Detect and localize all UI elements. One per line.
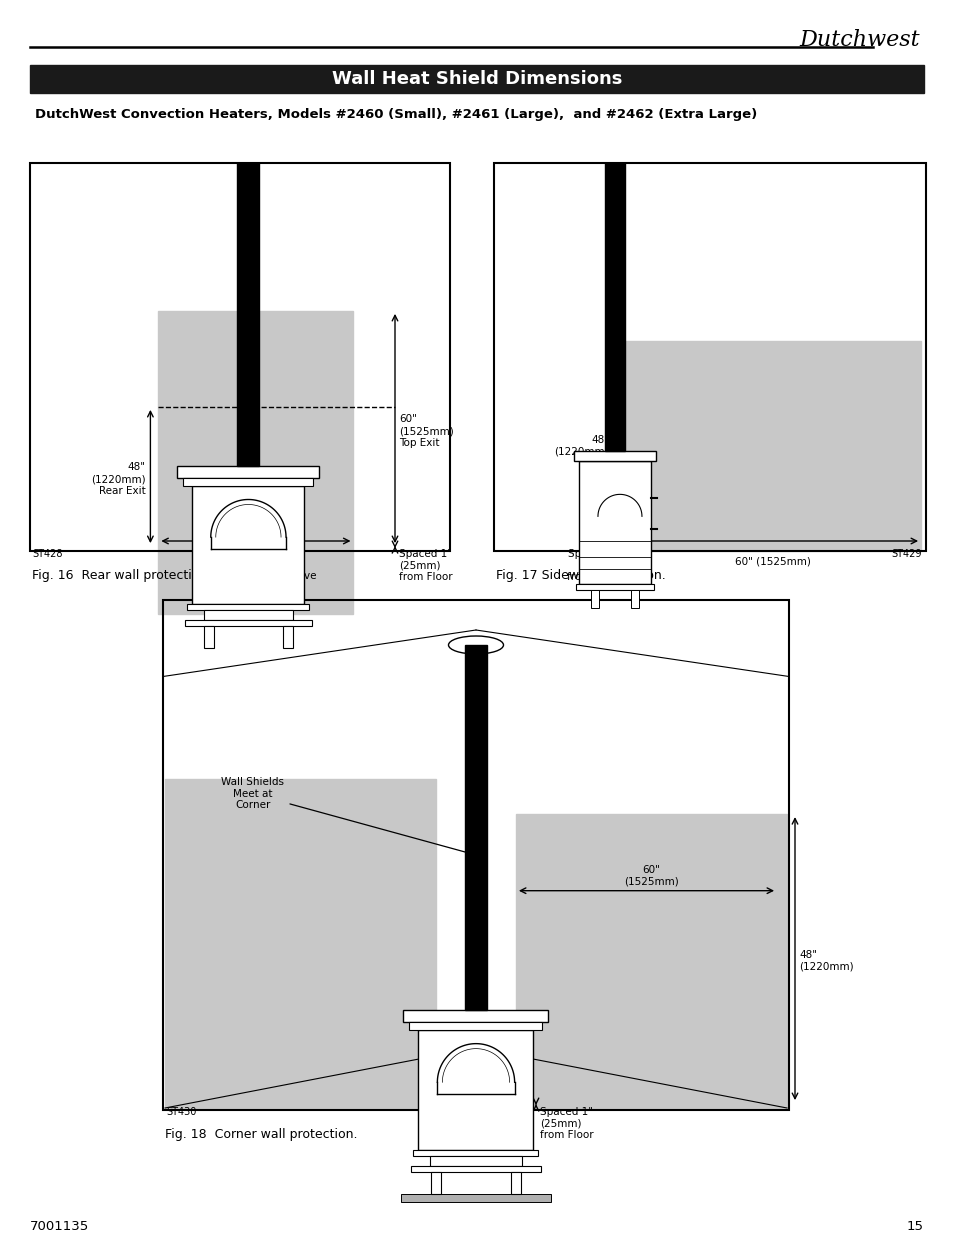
Text: Fig. 18  Corner wall protection.: Fig. 18 Corner wall protection. (165, 1128, 357, 1141)
Text: 48"
(1220mm): 48" (1220mm) (554, 435, 608, 457)
Bar (494, 163, 925, 551)
Bar (624, 341, 920, 551)
Bar (400, 1194, 551, 1202)
Bar (403, 1010, 548, 1023)
Text: 48"
(1220mm)
Rear Exit: 48" (1220mm) Rear Exit (91, 462, 145, 495)
Bar (578, 461, 650, 584)
Text: Wall Shields
Meet at
Corner: Wall Shields Meet at Corner (221, 777, 472, 855)
Bar (165, 778, 436, 1108)
Text: Fig. 17 Sidewall protection.: Fig. 17 Sidewall protection. (496, 569, 665, 582)
Bar (185, 620, 312, 626)
Text: Wall Heat Shield Dimensions: Wall Heat Shield Dimensions (332, 70, 621, 88)
Bar (576, 584, 653, 590)
Bar (204, 626, 214, 648)
Bar (193, 487, 304, 604)
Bar (511, 1172, 520, 1194)
Text: Spaced 1"
(25mm)
from Floor: Spaced 1" (25mm) from Floor (398, 550, 452, 582)
Bar (158, 311, 353, 614)
Bar (574, 451, 656, 461)
Text: ST429: ST429 (890, 550, 921, 559)
Bar (604, 163, 624, 451)
Bar (30, 65, 923, 93)
Bar (237, 163, 259, 466)
Text: 36" (910mm)
Centered Behind Stove: 36" (910mm) Centered Behind Stove (195, 559, 315, 580)
Bar (282, 626, 293, 648)
Text: 15: 15 (906, 1220, 923, 1233)
Bar (516, 814, 786, 1108)
Bar (409, 1023, 542, 1030)
Bar (431, 1172, 440, 1194)
Text: 60"
(1525mm): 60" (1525mm) (623, 864, 679, 887)
Text: Spaced 1"
(25mm)
from Floor: Spaced 1" (25mm) from Floor (539, 1107, 593, 1140)
Bar (631, 590, 639, 608)
Bar (163, 600, 788, 1110)
Text: DutchWest Convection Heaters, Models #2460 (Small), #2461 (Large),  and #2462 (E: DutchWest Convection Heaters, Models #24… (35, 107, 757, 121)
Bar (590, 590, 598, 608)
Bar (411, 1166, 540, 1172)
Text: Fig. 16  Rear wall protection.: Fig. 16 Rear wall protection. (32, 569, 211, 582)
Text: 7001135: 7001135 (30, 1220, 90, 1233)
Text: 60"
(1525mm)
Top Exit: 60" (1525mm) Top Exit (398, 415, 454, 447)
Bar (418, 1030, 533, 1150)
Text: Dutchwest: Dutchwest (799, 28, 919, 51)
Bar (430, 1156, 521, 1166)
Bar (183, 478, 314, 487)
Text: 60" (1525mm): 60" (1525mm) (734, 557, 810, 567)
Bar (187, 604, 309, 610)
Text: Spaced 1"
(25mm)
from Floor: Spaced 1" (25mm) from Floor (567, 550, 620, 582)
Text: ST428: ST428 (32, 550, 63, 559)
Bar (464, 645, 486, 1010)
Bar (30, 163, 450, 551)
Bar (177, 466, 319, 478)
Text: 48"
(1220mm): 48" (1220mm) (799, 950, 853, 972)
Bar (203, 610, 293, 620)
Bar (413, 1150, 537, 1156)
Text: ST430: ST430 (166, 1107, 196, 1116)
